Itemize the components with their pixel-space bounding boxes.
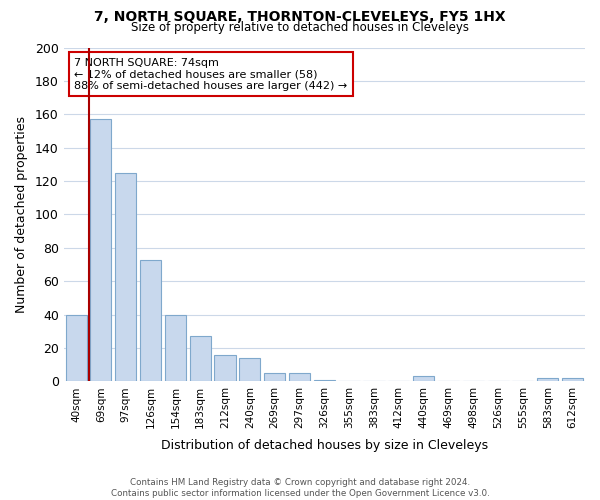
Text: Size of property relative to detached houses in Cleveleys: Size of property relative to detached ho…	[131, 21, 469, 34]
Bar	[65, 314, 86, 382]
Bar	[91, 120, 112, 382]
Bar	[115, 172, 136, 382]
Bar	[239, 358, 260, 382]
Bar	[314, 380, 335, 382]
Y-axis label: Number of detached properties: Number of detached properties	[15, 116, 28, 313]
X-axis label: Distribution of detached houses by size in Cleveleys: Distribution of detached houses by size …	[161, 440, 488, 452]
Bar	[165, 314, 186, 382]
Text: 7, NORTH SQUARE, THORNTON-CLEVELEYS, FY5 1HX: 7, NORTH SQUARE, THORNTON-CLEVELEYS, FY5…	[94, 10, 506, 24]
Bar	[264, 373, 285, 382]
Bar	[413, 376, 434, 382]
Bar	[214, 354, 236, 382]
Bar	[289, 373, 310, 382]
Bar	[190, 336, 211, 382]
Text: Contains HM Land Registry data © Crown copyright and database right 2024.
Contai: Contains HM Land Registry data © Crown c…	[110, 478, 490, 498]
Bar	[140, 260, 161, 382]
Bar	[562, 378, 583, 382]
Text: 7 NORTH SQUARE: 74sqm
← 12% of detached houses are smaller (58)
88% of semi-deta: 7 NORTH SQUARE: 74sqm ← 12% of detached …	[74, 58, 347, 90]
Bar	[537, 378, 559, 382]
